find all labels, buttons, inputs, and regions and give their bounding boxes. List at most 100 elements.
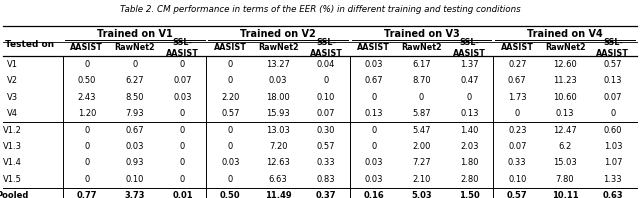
Text: 1.73: 1.73	[508, 93, 527, 102]
Text: 0.03: 0.03	[365, 158, 383, 168]
Text: 0.03: 0.03	[125, 142, 144, 151]
Text: 0.77: 0.77	[77, 191, 97, 198]
Text: 0.13: 0.13	[604, 76, 622, 85]
Text: 12.63: 12.63	[266, 158, 290, 168]
Text: 7.80: 7.80	[556, 175, 574, 184]
Text: 0.60: 0.60	[604, 126, 622, 135]
Text: 0.03: 0.03	[269, 76, 287, 85]
Text: 2.20: 2.20	[221, 93, 239, 102]
Text: 0.33: 0.33	[508, 158, 527, 168]
Text: 0: 0	[180, 60, 185, 69]
Text: 0.47: 0.47	[460, 76, 479, 85]
Text: 0.50: 0.50	[77, 76, 96, 85]
Text: RawNet2: RawNet2	[115, 43, 155, 52]
Text: V1: V1	[7, 60, 19, 69]
Text: 15.03: 15.03	[553, 158, 577, 168]
Text: 11.23: 11.23	[553, 76, 577, 85]
Text: 13.27: 13.27	[266, 60, 290, 69]
Text: 0.03: 0.03	[173, 93, 192, 102]
Text: 2.00: 2.00	[412, 142, 431, 151]
Text: 0: 0	[180, 158, 185, 168]
Text: Pooled: Pooled	[0, 191, 29, 198]
Text: 0.33: 0.33	[317, 158, 335, 168]
Text: 0.01: 0.01	[172, 191, 193, 198]
Text: 0.67: 0.67	[365, 76, 383, 85]
Text: 12.47: 12.47	[553, 126, 577, 135]
Text: RawNet2: RawNet2	[258, 43, 298, 52]
Text: 5.47: 5.47	[412, 126, 431, 135]
Text: 0: 0	[228, 60, 233, 69]
Text: 0.13: 0.13	[365, 109, 383, 118]
Text: 12.60: 12.60	[553, 60, 577, 69]
Text: 2.43: 2.43	[77, 93, 96, 102]
Text: V1.3: V1.3	[3, 142, 22, 151]
Text: 1.40: 1.40	[460, 126, 479, 135]
Text: 0: 0	[84, 60, 90, 69]
Text: 0.57: 0.57	[604, 60, 622, 69]
Text: RawNet2: RawNet2	[545, 43, 586, 52]
Text: V4: V4	[7, 109, 19, 118]
Text: 0.23: 0.23	[508, 126, 527, 135]
Text: 0.03: 0.03	[365, 175, 383, 184]
Text: 0: 0	[419, 93, 424, 102]
Text: 0: 0	[84, 175, 90, 184]
Text: 10.11: 10.11	[552, 191, 579, 198]
Text: 7.93: 7.93	[125, 109, 144, 118]
Text: 0: 0	[323, 76, 328, 85]
Text: 6.27: 6.27	[125, 76, 144, 85]
Text: 6.2: 6.2	[559, 142, 572, 151]
Text: 2.10: 2.10	[412, 175, 431, 184]
Text: 0: 0	[180, 109, 185, 118]
Text: 11.49: 11.49	[265, 191, 291, 198]
Text: 1.07: 1.07	[604, 158, 622, 168]
Text: SSL-
AASIST: SSL- AASIST	[596, 38, 629, 58]
Text: 0.57: 0.57	[221, 109, 239, 118]
Text: 0: 0	[180, 142, 185, 151]
Text: 0.16: 0.16	[364, 191, 384, 198]
Text: 13.03: 13.03	[266, 126, 290, 135]
Text: AASIST: AASIST	[70, 43, 103, 52]
Text: 0.10: 0.10	[508, 175, 527, 184]
Text: 0.03: 0.03	[365, 60, 383, 69]
Text: 0: 0	[180, 175, 185, 184]
Text: 0.93: 0.93	[125, 158, 144, 168]
Text: 5.87: 5.87	[412, 109, 431, 118]
Text: Trained on V1: Trained on V1	[97, 29, 173, 39]
Text: AASIST: AASIST	[214, 43, 247, 52]
Text: 0: 0	[228, 76, 233, 85]
Text: AASIST: AASIST	[357, 43, 390, 52]
Text: 0.27: 0.27	[508, 60, 527, 69]
Text: 0.07: 0.07	[173, 76, 192, 85]
Text: 0.10: 0.10	[125, 175, 144, 184]
Text: 18.00: 18.00	[266, 93, 290, 102]
Text: 1.03: 1.03	[604, 142, 622, 151]
Text: Trained on V4: Trained on V4	[527, 29, 603, 39]
Text: 0: 0	[371, 142, 376, 151]
Text: 6.63: 6.63	[269, 175, 287, 184]
Text: AASIST: AASIST	[501, 43, 534, 52]
Text: 0.03: 0.03	[221, 158, 239, 168]
Text: 0.13: 0.13	[556, 109, 574, 118]
Text: 0.67: 0.67	[508, 76, 527, 85]
Text: 3.73: 3.73	[124, 191, 145, 198]
Text: 0.57: 0.57	[507, 191, 527, 198]
Text: 0.57: 0.57	[317, 142, 335, 151]
Text: 0.67: 0.67	[125, 126, 144, 135]
Text: 0: 0	[467, 93, 472, 102]
Text: V1.4: V1.4	[3, 158, 22, 168]
Text: 0: 0	[611, 109, 616, 118]
Text: 0: 0	[371, 126, 376, 135]
Text: 1.20: 1.20	[77, 109, 96, 118]
Text: 1.33: 1.33	[604, 175, 622, 184]
Text: Table 2. CM performance in terms of the EER (%) in different training and testin: Table 2. CM performance in terms of the …	[120, 5, 520, 14]
Text: 2.80: 2.80	[460, 175, 479, 184]
Text: 0: 0	[228, 175, 233, 184]
Text: 0.30: 0.30	[317, 126, 335, 135]
Text: 8.50: 8.50	[125, 93, 144, 102]
Text: 15.93: 15.93	[266, 109, 290, 118]
Text: 0: 0	[228, 126, 233, 135]
Text: SSL-
AASIST: SSL- AASIST	[166, 38, 199, 58]
Text: 0: 0	[132, 60, 138, 69]
Text: 0.04: 0.04	[317, 60, 335, 69]
Text: 2.03: 2.03	[460, 142, 479, 151]
